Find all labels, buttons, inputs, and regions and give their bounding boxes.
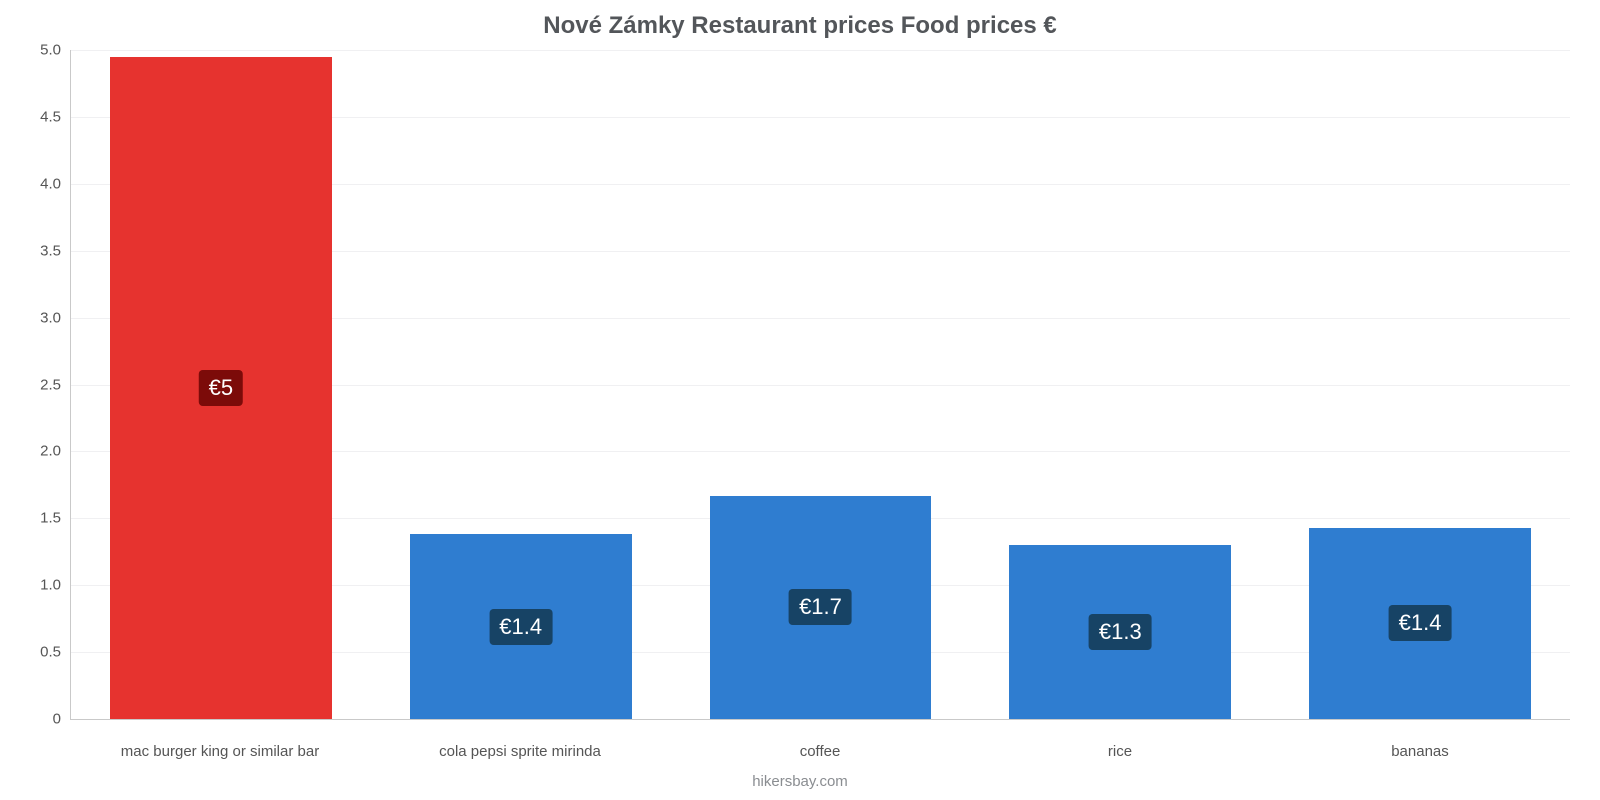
bars-container: €5 €1.4 €1.7 €1.3 €1.4 [71,50,1570,719]
x-axis-label: rice [970,737,1270,760]
bar-slot: €1.7 [671,50,971,719]
bar: €5 [110,57,332,719]
ytick-label: 0.5 [40,644,71,661]
ytick-label: 2.0 [40,443,71,460]
ytick-label: 2.5 [40,376,71,393]
bar: €1.4 [410,534,632,719]
ytick-label: 1.5 [40,510,71,527]
ytick-label: 3.5 [40,242,71,259]
bar-slot: €1.3 [970,50,1270,719]
plot-area: €5€1.4€1.7€1.3€1.4 00.51.01.52.02.53.03.… [70,50,1570,720]
x-axis-label: mac burger king or similar bar [70,737,370,760]
x-axis-labels: mac burger king or similar barcola pepsi… [70,737,1570,760]
ytick-label: 0 [53,711,71,728]
bar-slot: €1.4 [371,50,671,719]
value-badge: €5 [199,370,243,406]
ytick-label: 1.0 [40,577,71,594]
value-badge: €1.4 [489,609,552,645]
x-axis-label: bananas [1270,737,1570,760]
bar: €1.4 [1309,528,1531,719]
ytick-label: 4.5 [40,108,71,125]
ytick-label: 3.0 [40,309,71,326]
value-badge: €1.3 [1089,614,1152,650]
x-axis-label: cola pepsi sprite mirinda [370,737,670,760]
x-axis-label: coffee [670,737,970,760]
value-badge: €1.4 [1389,605,1452,641]
ytick-label: 4.0 [40,175,71,192]
value-badge: €1.7 [789,589,852,625]
ytick-label: 5.0 [40,42,71,59]
bar: €1.7 [710,496,932,719]
bar: €1.3 [1009,545,1231,719]
bar-slot: €5 [71,50,371,719]
credit-text: hikersbay.com [0,773,1600,790]
chart-title: Nové Zámky Restaurant prices Food prices… [0,0,1600,40]
bar-slot: €1.4 [1270,50,1570,719]
